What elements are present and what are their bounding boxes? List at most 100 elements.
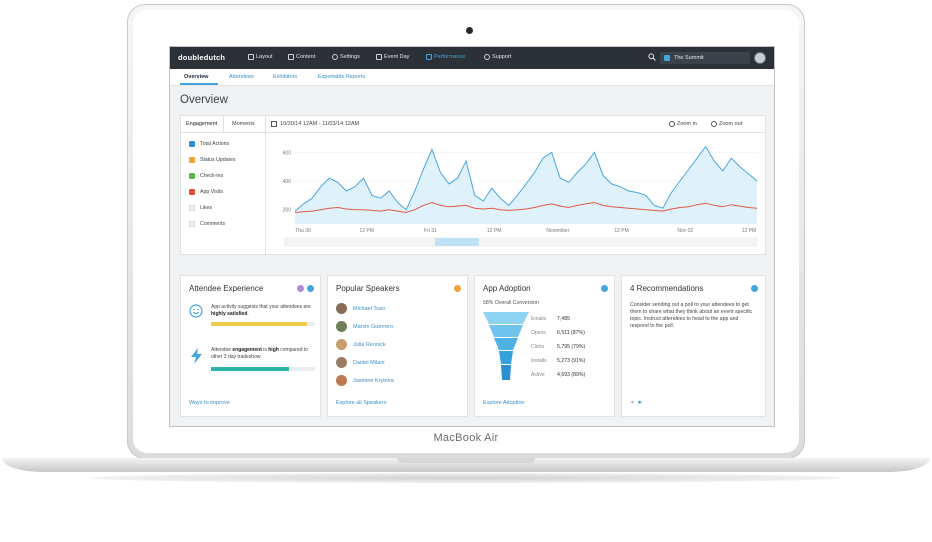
nav-performance-label: Performance: [434, 54, 466, 60]
info-icon[interactable]: [601, 285, 608, 292]
adoption-funnel: [483, 312, 529, 380]
speaker-avatar: [336, 375, 347, 386]
nav-support[interactable]: Support: [484, 54, 511, 60]
next-arrow-icon[interactable]: ▸: [638, 399, 643, 406]
zoom-out-label: Zoom out: [719, 121, 743, 127]
search-icon[interactable]: [648, 53, 656, 61]
tab-exhibitors[interactable]: Exhibitors: [273, 74, 298, 80]
speaker-avatar: [336, 339, 347, 350]
range-navigator-window: [435, 238, 479, 246]
funnel-value: 4,693 (89%): [557, 372, 586, 378]
date-range-text: 10/30/14 12AM - 11/03/14 12AM: [280, 121, 360, 127]
camera-icon: [466, 27, 473, 34]
tab-moments[interactable]: Moments: [232, 121, 255, 127]
tab-engagement[interactable]: Engagement: [186, 121, 218, 127]
legend-label: Total Actions: [200, 141, 230, 147]
event-name: The Summit: [674, 55, 704, 61]
card-title: Popular Speakers: [336, 284, 400, 293]
nav-content[interactable]: Content: [288, 54, 315, 60]
card-title: App Adoption: [483, 284, 531, 293]
tab-attendees[interactable]: Attendees: [229, 74, 254, 80]
calendar-icon: [271, 121, 277, 127]
top-navigation: doubledutch Layout Content Settings Even…: [170, 47, 774, 69]
engagement-bar: [211, 367, 315, 371]
gear-icon: [332, 54, 338, 60]
legend-check-ins[interactable]: Check-ins: [189, 173, 223, 179]
speaker-item[interactable]: Marvin Guerrero: [336, 321, 393, 332]
engagement-text: Attendee engagement is high compared to …: [211, 347, 315, 360]
legend-likes[interactable]: Likes: [189, 205, 212, 211]
satisfaction-bar-fill: [211, 322, 307, 326]
nav-event-day[interactable]: Event Day: [376, 54, 409, 60]
legend-swatch: [189, 189, 195, 195]
event-selector[interactable]: The Summit: [660, 52, 750, 64]
legend-comments[interactable]: Comments: [189, 221, 225, 227]
speaker-avatar: [336, 321, 347, 332]
zoom-in-button[interactable]: Zoom in: [669, 121, 697, 127]
nav-layout[interactable]: Layout: [248, 54, 273, 60]
satisfaction-text: App activity suggests that your attendee…: [211, 304, 313, 317]
sub-navigation: Overview Attendees Exhibitors Exportable…: [170, 69, 774, 86]
funnel-stage: [489, 325, 523, 337]
speaker-item[interactable]: Julia Rennick: [336, 339, 386, 350]
prev-arrow-icon[interactable]: ◂: [630, 399, 634, 406]
nav-performance[interactable]: Performance: [426, 54, 466, 60]
speaker-name: Julia Rennick: [353, 341, 386, 348]
tab-overview[interactable]: Overview: [184, 74, 209, 80]
info-icon[interactable]: [307, 285, 314, 292]
satisfaction-text-a: App activity suggests that your attendee…: [211, 304, 311, 310]
bar-chart-icon: [426, 54, 432, 60]
info-icon[interactable]: [751, 285, 758, 292]
date-range-picker[interactable]: 10/30/14 12AM - 11/03/14 12AM: [271, 121, 359, 127]
y-tick-label: 400: [283, 179, 292, 185]
ways-to-improve-link[interactable]: Ways to improve: [189, 400, 230, 406]
speaker-avatar: [336, 357, 347, 368]
satisfaction-text-c: .: [247, 310, 249, 317]
range-navigator: [284, 237, 758, 247]
engagement-bar-fill: [211, 367, 289, 371]
funnel-value: 5,273 (91%): [557, 358, 586, 364]
funnel-label: Active: [531, 372, 545, 378]
laptop-lid: doubledutch Layout Content Settings Even…: [127, 4, 805, 459]
person-icon: [297, 285, 304, 292]
lifebuoy-icon: [484, 54, 490, 60]
engagement-line-chart[interactable]: 200 400 600 Thu 30 12 PM Fri 31 12 PM November 1…: [265, 132, 765, 254]
event-icon: [664, 55, 670, 61]
laptop-shadow: [90, 473, 842, 483]
legend-label: Likes: [200, 205, 213, 211]
app-screen: doubledutch Layout Content Settings Even…: [169, 46, 775, 427]
laptop-base: [2, 458, 930, 472]
funnel-stage: [501, 365, 511, 380]
user-avatar[interactable]: [754, 52, 766, 64]
logo[interactable]: doubledutch: [178, 53, 226, 62]
zoom-out-button[interactable]: Zoom out: [711, 121, 742, 127]
legend-app-visits[interactable]: App Visits: [189, 189, 223, 195]
x-tick-label: 12 PM: [614, 228, 628, 234]
explore-adoption-link[interactable]: Explore Adoption: [483, 400, 525, 406]
card-title: Attendee Experience: [189, 284, 264, 293]
legend-swatch: [189, 221, 195, 227]
explore-speakers-link[interactable]: Explore all Speakers: [336, 400, 387, 406]
calendar-icon: [376, 54, 382, 60]
speaker-avatar: [336, 303, 347, 314]
funnel-label: Opens: [531, 330, 546, 336]
active-chart-tab-bg: [181, 116, 224, 132]
satisfaction-emphasis: highly satisfied: [211, 310, 248, 317]
speaker-item[interactable]: Michael Tsao: [336, 303, 385, 314]
card-title: 4 Recommendations: [630, 284, 704, 293]
engagement-text-c: is: [261, 347, 269, 353]
zoom-in-label: Zoom in: [677, 121, 697, 127]
x-tick-label: Thu 30: [295, 228, 311, 234]
attendee-experience-card: Attendee Experience App activity suggest…: [180, 275, 321, 417]
recommendation-text: Consider sending out a poll to your atte…: [630, 302, 753, 329]
speaker-item[interactable]: Daniel Milani: [336, 357, 385, 368]
tab-exportable-reports[interactable]: Exportable Reports: [318, 74, 366, 80]
x-tick-label: November: [546, 228, 569, 234]
nav-settings[interactable]: Settings: [332, 54, 360, 60]
legend-status-updates[interactable]: Status Updates: [189, 157, 235, 163]
speaker-item[interactable]: Jasmine Krytova: [336, 375, 394, 386]
engagement-level: high: [268, 347, 279, 353]
info-icon[interactable]: [454, 285, 461, 292]
legend-total-actions[interactable]: Total Actions: [189, 141, 229, 147]
legend-label: Status Updates: [200, 157, 236, 163]
